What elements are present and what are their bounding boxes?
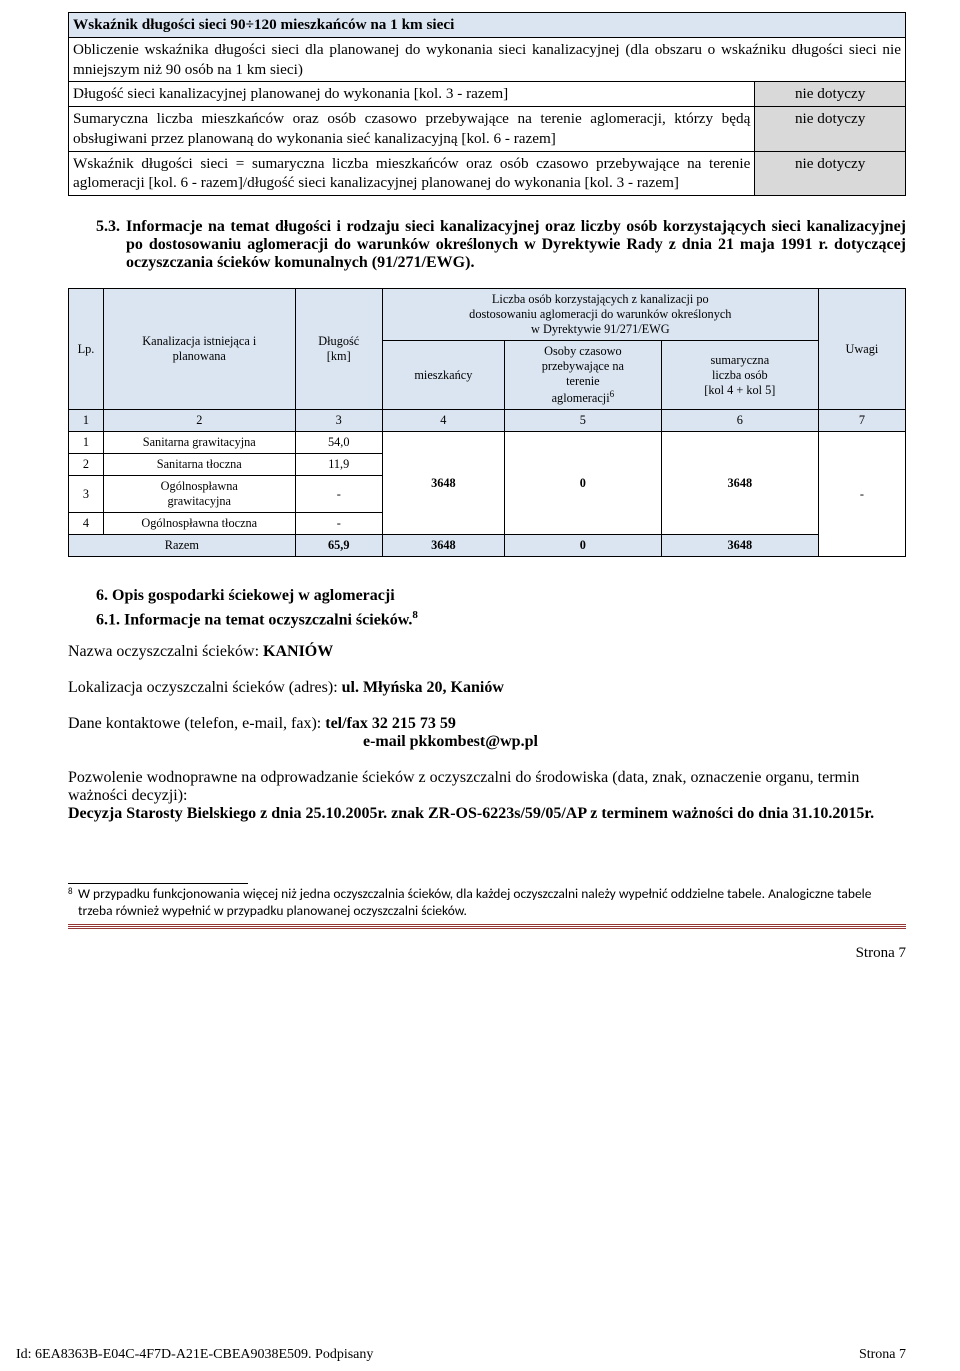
p2-pre: Lokalizacja oczyszczalni ścieków (adres)…	[68, 679, 342, 696]
t2-r2-lp: 2	[69, 454, 104, 476]
sec61-sup: 8	[412, 609, 418, 621]
sec53-num: 5.3.	[96, 218, 126, 272]
footnote-8: 8 W przypadku funkcjonowania więcej niż …	[68, 886, 906, 920]
footnote-text: W przypadku funkcjonowania więcej niż je…	[78, 886, 906, 920]
p3-bold: tel/fax 32 215 73 59	[325, 715, 456, 732]
t2-coln-6: 6	[661, 410, 818, 432]
t2-h-kanal: Kanalizacja istniejąca i planowana	[103, 289, 295, 410]
t2-h-miesz: mieszkańcy	[382, 341, 504, 410]
section-6: 6. Opis gospodarki ściekowej w aglomerac…	[96, 587, 906, 605]
t2-razem-miesz: 3648	[382, 535, 504, 557]
footnote-separator	[68, 883, 248, 884]
footer-page: Strona 7	[859, 1347, 906, 1363]
t2-merged-uwagi: -	[818, 432, 905, 557]
para-pozwolenie: Pozwolenie wodnoprawne na odprowadzanie …	[68, 769, 906, 805]
para-dane: Dane kontaktowe (telefon, e-mail, fax): …	[68, 715, 906, 751]
t2-r1-lp: 1	[69, 432, 104, 454]
t2-r3-name: Ogólnospławna grawitacyjna	[103, 476, 295, 513]
t1-row3-left: Wskaźnik długości sieci = sumaryczna lic…	[69, 151, 755, 196]
t1-row1-right: nie dotyczy	[755, 82, 906, 107]
t2-h-liczba: Liczba osób korzystających z kanalizacji…	[382, 289, 818, 341]
t2-h-uwagi: Uwagi	[818, 289, 905, 410]
t2-merged-osoby: 0	[504, 432, 661, 535]
t2-h-dlug: Długość [km]	[295, 289, 382, 410]
t2-merged-miesz: 3648	[382, 432, 504, 535]
para-lokalizacja: Lokalizacja oczyszczalni ścieków (adres)…	[68, 679, 906, 697]
page: Wskaźnik długości sieci 90÷120 mieszkańc…	[0, 0, 960, 1371]
t2-r3-lp: 3	[69, 476, 104, 513]
footer-bar: Id: 6EA8363B-E04C-4F7D-A21E-CBEA9038E509…	[0, 1347, 960, 1363]
t2-coln-1: 1	[69, 410, 104, 432]
footer-rule-1	[68, 924, 906, 927]
t2-r4-val: -	[295, 513, 382, 535]
table-kanalizacja: Lp. Kanalizacja istniejąca i planowana D…	[68, 288, 906, 557]
table-indicator: Wskaźnik długości sieci 90÷120 mieszkańc…	[68, 12, 906, 196]
t1-header: Wskaźnik długości sieci 90÷120 mieszkańc…	[69, 13, 906, 38]
p1-pre: Nazwa oczyszczalni ścieków:	[68, 643, 263, 660]
t2-r1-val: 54,0	[295, 432, 382, 454]
t2-h-lp: Lp.	[69, 289, 104, 410]
t2-razem-sum: 3648	[661, 535, 818, 557]
sec61-text: 6.1. Informacje na temat oczyszczalni śc…	[96, 611, 412, 628]
t2-r1-name: Sanitarna grawitacyjna	[103, 432, 295, 454]
t1-intro: Obliczenie wskaźnika długości sieci dla …	[69, 37, 906, 82]
t2-razem-osoby: 0	[504, 535, 661, 557]
t2-coln-5: 5	[504, 410, 661, 432]
t2-razem-label: Razem	[69, 535, 296, 557]
p3-bold2: e-mail pkkombest@wp.pl	[363, 733, 538, 750]
t2-r2-name: Sanitarna tłoczna	[103, 454, 295, 476]
t2-coln-2: 2	[103, 410, 295, 432]
footer-strona-inner: Strona 7	[68, 945, 906, 962]
footnote-num: 8	[68, 886, 78, 920]
t1-row3-right: nie dotyczy	[755, 151, 906, 196]
t2-r3-val: -	[295, 476, 382, 513]
p2-bold: ul. Młyńska 20, Kaniów	[342, 679, 504, 696]
t2-r4-lp: 4	[69, 513, 104, 535]
p1-bold: KANIÓW	[263, 643, 333, 660]
t2-h-osoby: Osoby czasowo przebywające na terenie ag…	[504, 341, 661, 410]
t1-row2-left: Sumaryczna liczba mieszkańców oraz osób …	[69, 107, 755, 152]
para-decyzja: Decyzja Starosty Bielskiego z dnia 25.10…	[68, 805, 906, 823]
t2-h-sum: sumaryczna liczba osób [kol 4 + kol 5]	[661, 341, 818, 410]
p3-pre: Dane kontaktowe (telefon, e-mail, fax):	[68, 715, 325, 732]
t2-razem-dlug: 65,9	[295, 535, 382, 557]
section-5-3: 5.3. Informacje na temat długości i rodz…	[96, 218, 906, 272]
footer-rule-2	[68, 928, 906, 929]
para-nazwa: Nazwa oczyszczalni ścieków: KANIÓW	[68, 643, 906, 661]
t2-coln-7: 7	[818, 410, 905, 432]
t1-row1-left: Długość sieci kanalizacyjnej planowanej …	[69, 82, 755, 107]
t2-merged-sum: 3648	[661, 432, 818, 535]
t2-coln-3: 3	[295, 410, 382, 432]
t2-coln-4: 4	[382, 410, 504, 432]
sec53-text: Informacje na temat długości i rodzaju s…	[126, 218, 906, 272]
t2-h-osoby-sup: 6	[610, 389, 615, 399]
t2-r2-val: 11,9	[295, 454, 382, 476]
t2-r4-name: Ogólnospławna tłoczna	[103, 513, 295, 535]
footer-id: Id: 6EA8363B-E04C-4F7D-A21E-CBEA9038E509…	[16, 1347, 373, 1363]
t1-row2-right: nie dotyczy	[755, 107, 906, 152]
section-6-1: 6.1. Informacje na temat oczyszczalni śc…	[96, 609, 906, 629]
